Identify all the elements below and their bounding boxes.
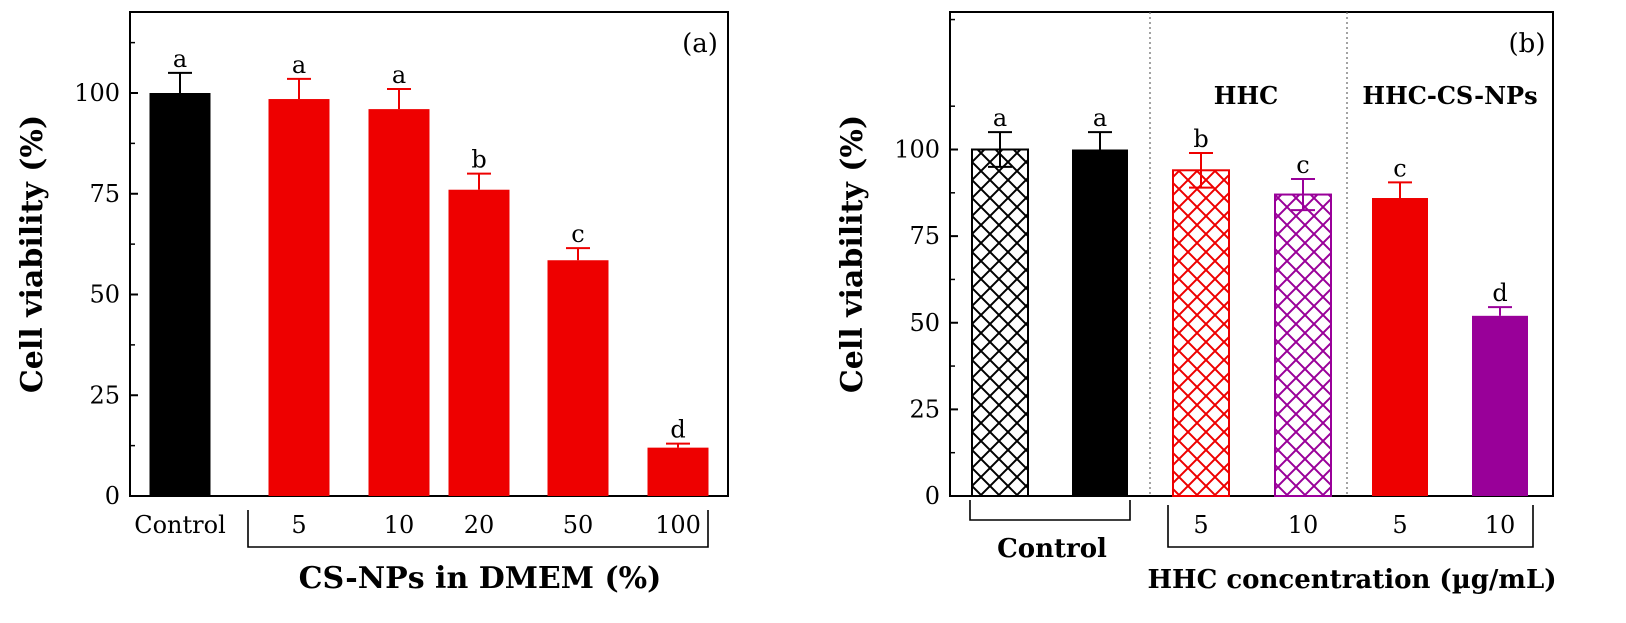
y-tick-label-a-0: 0 bbox=[105, 482, 120, 510]
x-axis-title-b: HHC concentration (µg/mL) bbox=[1147, 565, 1556, 595]
x-tick-label-a-2: 10 bbox=[384, 511, 415, 539]
bar-a-4 bbox=[547, 260, 609, 496]
panel-b: 0 25 50 75 100 a a b c c d 5 10 5 10 (b) HHC HHC-CS-… bbox=[835, 11, 1557, 595]
significance-letter-a-4: c bbox=[571, 220, 584, 248]
y-axis-ticks-a: 0 25 50 75 100 bbox=[74, 41, 138, 510]
significance-letter-a-5: d bbox=[670, 416, 685, 444]
bar-a-3 bbox=[448, 189, 510, 496]
concentration-bracket-b bbox=[1167, 505, 1534, 548]
bars-b: a a b c c d bbox=[971, 104, 1528, 497]
significance-letter-a-2: a bbox=[392, 61, 406, 89]
x-tick-label-a-3: 20 bbox=[464, 511, 495, 539]
bar-b-0 bbox=[971, 148, 1029, 497]
x-tick-labels-b: 5 10 5 10 bbox=[1193, 511, 1515, 539]
y-tick-label-b-25: 25 bbox=[909, 395, 940, 423]
y-tick-label-a-50: 50 bbox=[89, 281, 120, 309]
x-group-bracket-a bbox=[247, 510, 709, 548]
bar-b-5 bbox=[1472, 315, 1528, 496]
bar-b-4 bbox=[1372, 198, 1428, 496]
x-tick-label-a-0: Control bbox=[134, 511, 226, 539]
bar-b-2 bbox=[1172, 169, 1230, 497]
x-tick-label-b-4: 5 bbox=[1392, 511, 1407, 539]
y-tick-label-a-100: 100 bbox=[74, 79, 120, 107]
group-label-hhc-cs-nps: HHC-CS-NPs bbox=[1362, 81, 1537, 110]
x-tick-label-b-2: 5 bbox=[1193, 511, 1208, 539]
panel-label-b: (b) bbox=[1509, 29, 1546, 59]
x-tick-label-a-4: 50 bbox=[563, 511, 594, 539]
y-tick-label-a-25: 25 bbox=[89, 381, 120, 409]
bar-a-5 bbox=[647, 447, 709, 496]
significance-letter-b-3: c bbox=[1296, 151, 1309, 179]
y-tick-label-b-75: 75 bbox=[909, 222, 940, 250]
significance-letter-b-0: a bbox=[993, 104, 1007, 132]
y-tick-label-a-75: 75 bbox=[89, 180, 120, 208]
x-tick-label-a-1: 5 bbox=[291, 511, 306, 539]
x-axis-title-a: CS-NPs in DMEM (%) bbox=[299, 561, 662, 596]
significance-letter-a-0: a bbox=[173, 45, 187, 73]
y-tick-label-b-50: 50 bbox=[909, 309, 940, 337]
y-axis-title-a: Cell viability (%) bbox=[15, 115, 50, 393]
significance-letter-a-1: a bbox=[292, 51, 306, 79]
y-axis-ticks-b: 0 25 50 75 100 bbox=[894, 18, 958, 510]
significance-letter-b-4: c bbox=[1393, 154, 1406, 182]
significance-letter-a-3: b bbox=[471, 146, 486, 174]
y-axis-title-b: Cell viability (%) bbox=[835, 115, 870, 393]
significance-letter-b-1: a bbox=[1093, 104, 1107, 132]
bar-b-1 bbox=[1072, 149, 1128, 496]
plot-frame-b bbox=[949, 11, 1554, 497]
y-tick-label-b-100: 100 bbox=[894, 136, 940, 164]
bar-b-3 bbox=[1274, 193, 1332, 497]
significance-letter-b-5: d bbox=[1492, 279, 1507, 307]
x-tick-labels-a: Control 5 10 20 50 100 bbox=[134, 511, 701, 539]
x-tick-label-a-5: 100 bbox=[655, 511, 701, 539]
control-group-label-b: Control bbox=[997, 534, 1107, 564]
x-tick-label-b-5: 10 bbox=[1485, 511, 1516, 539]
bars-a: a a a b c d bbox=[149, 45, 709, 497]
bar-a-0 bbox=[149, 93, 211, 496]
y-tick-label-b-0: 0 bbox=[925, 482, 940, 510]
group-label-hhc: HHC bbox=[1214, 81, 1278, 110]
bar-a-1 bbox=[268, 99, 330, 497]
panel-label-a: (a) bbox=[682, 29, 718, 59]
significance-letter-b-2: b bbox=[1193, 125, 1208, 153]
x-tick-label-b-3: 10 bbox=[1288, 511, 1319, 539]
bar-a-2 bbox=[368, 109, 430, 497]
control-bracket-b bbox=[969, 500, 1131, 521]
